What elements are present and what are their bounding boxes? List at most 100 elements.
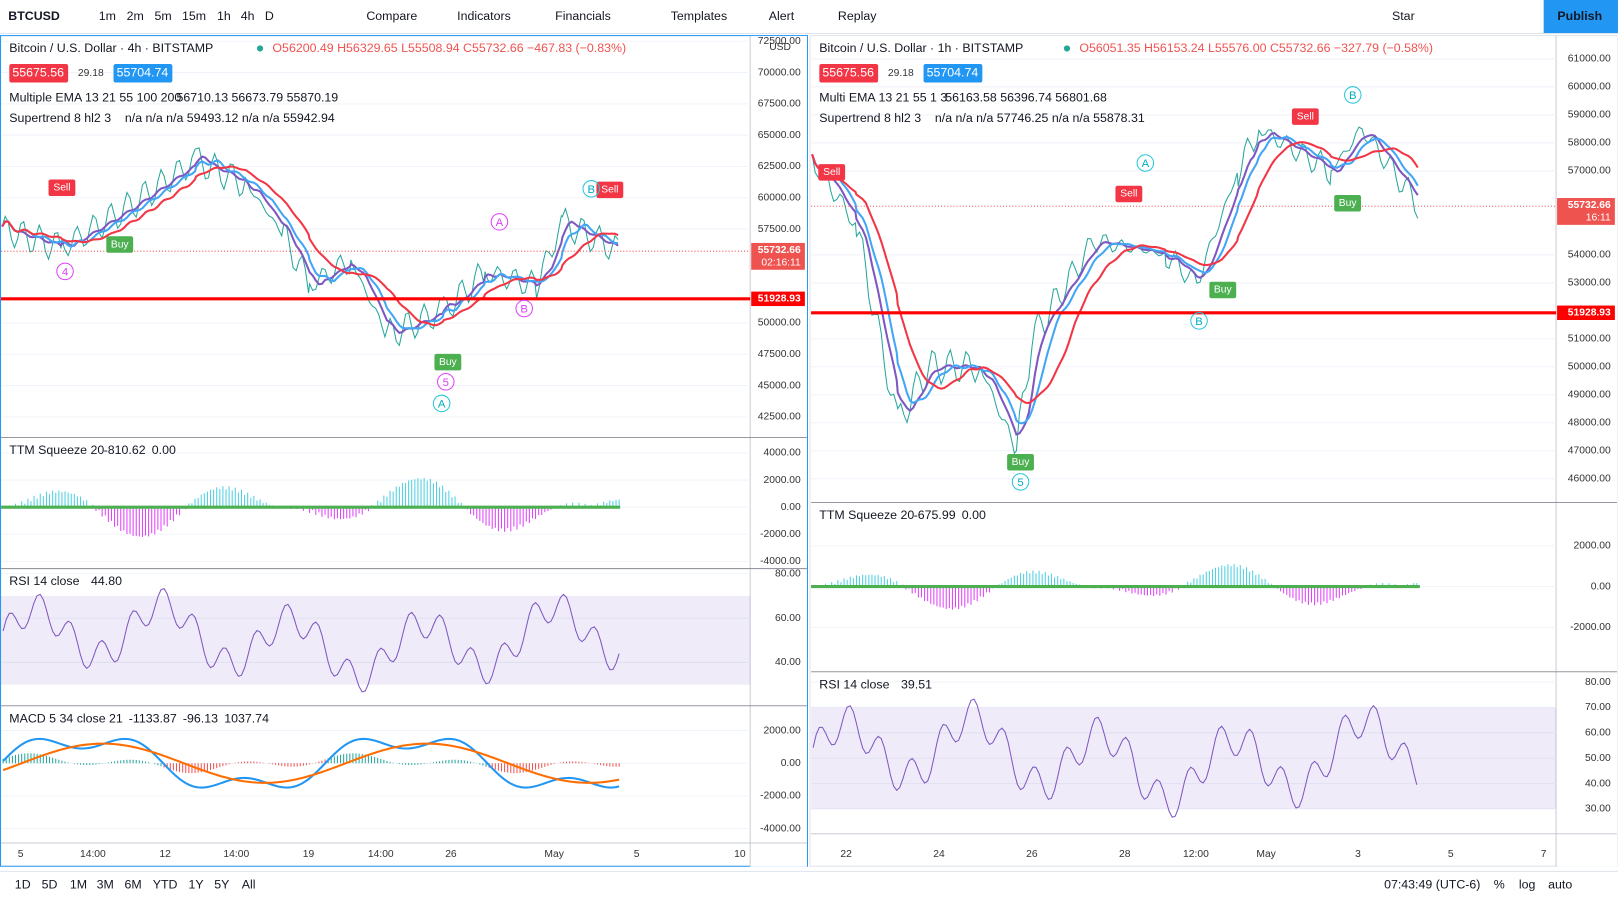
wave-label: B (587, 184, 595, 196)
price-tick-label: 70000.00 (758, 67, 801, 78)
wave-label: A (496, 217, 504, 229)
time-label: 28 (1119, 849, 1131, 860)
range-button[interactable]: 1M (70, 878, 87, 892)
tick-label: 80.00 (1585, 677, 1611, 688)
scale-option[interactable]: auto (1548, 878, 1572, 892)
toolbar (0, 0, 1618, 34)
time-label: 5 (18, 849, 24, 860)
signal-label: Buy (111, 239, 130, 250)
ema-line (1, 165, 619, 327)
range-button[interactable]: 1Y (189, 878, 204, 892)
ask-box (923, 63, 983, 83)
tick-label: -2000.00 (1570, 622, 1611, 633)
left-pane-border (0, 35, 808, 867)
rsi-band (811, 707, 1557, 809)
indicator-value: -675.99 (914, 508, 956, 522)
interval[interactable]: 2m (127, 9, 144, 23)
price-tick-label: 47500.00 (758, 349, 801, 360)
rsi-line (812, 698, 1418, 818)
tick-label: 80.00 (775, 568, 801, 579)
signal-label: Buy (1339, 198, 1358, 209)
price-tick-label: 45000.00 (758, 380, 801, 391)
right-axis-bg (1556, 36, 1617, 867)
interval[interactable]: D (265, 9, 274, 23)
toolbar-button[interactable]: Indicators (457, 9, 511, 23)
tick-label: 40.00 (1585, 778, 1611, 789)
scale-option[interactable]: log (1519, 878, 1536, 892)
countdown: 02:16:11 (761, 257, 801, 268)
range-button[interactable]: 6M (125, 878, 142, 892)
range-button[interactable]: YTD (153, 878, 178, 892)
price-tick-label: 49000.00 (1568, 390, 1611, 401)
price-tick-label: 46000.00 (1568, 473, 1611, 484)
indicator-value: -1133.87 (129, 711, 177, 725)
signal-label: Sell (53, 183, 70, 194)
ohlc: O56200.49 H56329.65 L55508.94 C55732.66 … (272, 41, 626, 55)
interval[interactable]: 15m (182, 9, 206, 23)
toolbar-button[interactable]: Alert (769, 9, 795, 23)
spread: 29.18 (78, 68, 104, 79)
ema-line (811, 141, 1419, 405)
tick-label: 2000.00 (764, 475, 801, 486)
tick-label: 60.00 (1585, 728, 1611, 739)
interval[interactable]: 1m (99, 9, 116, 23)
price-tick-label: 53000.00 (1568, 278, 1611, 289)
publish-bg[interactable] (1543, 0, 1618, 34)
tick-label: -2000.00 (760, 529, 801, 540)
toolbar-button[interactable]: Replay (838, 9, 877, 23)
range-button[interactable]: 5Y (214, 878, 229, 892)
range-button[interactable]: 1D (15, 878, 31, 892)
wave-circle (490, 213, 509, 231)
indicator-name: TTM Squeeze 20 (819, 508, 914, 522)
signal-label: Sell (823, 167, 840, 178)
wave-label: 4 (62, 266, 68, 278)
ema-line (1, 159, 619, 330)
price-tick-label: 47000.00 (1568, 446, 1611, 457)
tick-label: -4000.00 (760, 556, 801, 567)
indicator-name: Multiple EMA 13 21 55 100 200 (9, 90, 181, 104)
tick-label: 0.00 (781, 502, 801, 513)
rsi-line (2, 587, 620, 693)
indicator-name: Multi EMA 13 21 55 1 3 (819, 90, 947, 104)
pane-title: Bitcoin / U.S. Dollar · 4h · BITSTAMP (9, 41, 213, 55)
range-button[interactable]: 5D (42, 878, 58, 892)
time-label: 22 (840, 849, 852, 860)
range-button[interactable]: 3M (97, 878, 114, 892)
publish-button[interactable]: Publish (1557, 9, 1602, 23)
scale-option[interactable]: % (1494, 878, 1505, 892)
price-tick-label: 51000.00 (1568, 334, 1611, 345)
time-label: May (544, 849, 564, 860)
countdown: 16:11 (1586, 212, 1611, 223)
interval[interactable]: 5m (154, 9, 171, 23)
time-label: 10 (734, 849, 746, 860)
ask: 55704.74 (927, 66, 979, 80)
price-tick-label: 59000.00 (1568, 110, 1611, 121)
indicator-values: 56163.58 56396.74 56801.68 (945, 90, 1107, 104)
signal-box (48, 179, 76, 197)
range-button[interactable]: All (242, 878, 256, 892)
price-tick-label: 48000.00 (1568, 418, 1611, 429)
toolbar-button[interactable]: Financials (555, 9, 611, 23)
bid-box (819, 63, 879, 83)
tick-label: 60.00 (775, 613, 801, 624)
indicator-values: 56710.13 56673.79 55870.19 (176, 90, 338, 104)
indicator-value: 39.51 (901, 677, 932, 691)
interval[interactable]: 4h (241, 9, 255, 23)
toolbar-button[interactable]: Templates (671, 9, 727, 23)
price-tick-label: 54000.00 (1568, 250, 1611, 261)
tick-label: 0.00 (781, 758, 801, 769)
rsi-band (1, 595, 751, 685)
time-label: May (1256, 849, 1276, 860)
indicator-value: 0.00 (962, 508, 986, 522)
interval[interactable]: 1h (217, 9, 231, 23)
price-tick-label: 62500.00 (758, 161, 801, 172)
toolbar-button[interactable]: Compare (366, 9, 417, 23)
last-price-label: 55732.66 (758, 245, 801, 256)
time-label: 3 (1355, 849, 1361, 860)
star-button[interactable]: Star (1392, 9, 1415, 23)
live-dot (256, 45, 264, 52)
wave-circle (432, 394, 451, 413)
signal-box (434, 353, 462, 371)
time-label: 12:00 (1183, 849, 1209, 860)
